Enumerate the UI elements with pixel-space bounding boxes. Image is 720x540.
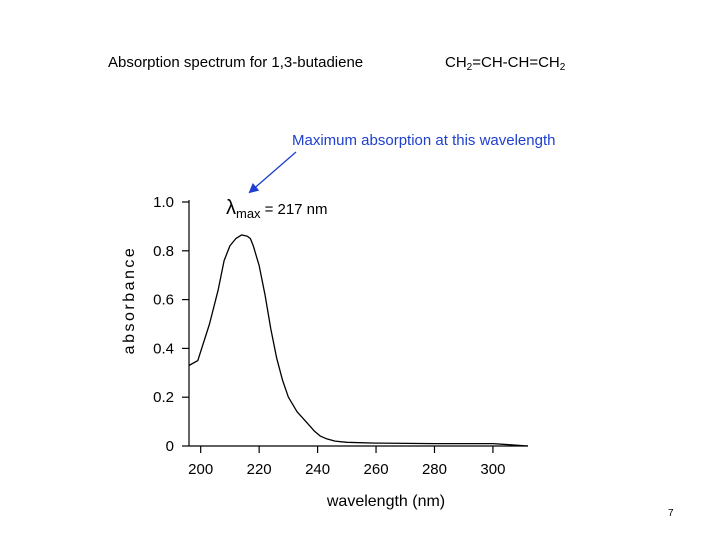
y-tick-label: 0.2 <box>153 389 174 406</box>
x-tick-label: 220 <box>247 461 272 478</box>
x-ticks: 200 220 240 260 280 300 <box>188 446 505 478</box>
y-axis-label: absorbance <box>121 246 138 355</box>
lambda-value: = 217 nm <box>265 201 328 218</box>
lambda-max-label: λmax = 217 nm <box>226 197 328 221</box>
page-number: 7 <box>668 508 674 519</box>
lambda-subscript: max <box>236 206 261 221</box>
formula-subscript: 2 <box>466 62 473 73</box>
annotation-arrow <box>248 151 297 194</box>
absorption-spectrum-line <box>188 234 529 447</box>
y-tick-label: 1.0 <box>153 194 174 211</box>
y-tick-label: 0.8 <box>153 243 174 260</box>
lambda-symbol: λ <box>226 197 236 219</box>
x-tick-label: 200 <box>188 461 213 478</box>
x-axis-label: wavelength (nm) <box>326 493 445 510</box>
formula-subscript: 2 <box>559 62 566 73</box>
x-tick-label: 260 <box>364 461 389 478</box>
chart-axes <box>188 200 528 447</box>
molecular-formula: CH2=CH-CH=CH2 <box>445 54 565 73</box>
formula-part: =CH-CH=CH <box>472 54 560 71</box>
x-tick-label: 300 <box>480 461 505 478</box>
y-tick-label: 0.6 <box>153 292 174 309</box>
y-ticks: 0 0.2 0.4 0.6 0.8 1.0 <box>153 194 189 455</box>
x-tick-label: 240 <box>305 461 330 478</box>
series-group <box>188 234 529 447</box>
x-tick-label: 280 <box>422 461 447 478</box>
y-tick-label: 0 <box>166 438 174 455</box>
arrow-caption: Maximum absorption at this wavelength <box>292 132 555 149</box>
formula-part: CH <box>445 54 467 71</box>
slide-title: Absorption spectrum for 1,3-butadiene <box>108 54 364 71</box>
y-tick-label: 0.4 <box>153 340 174 357</box>
